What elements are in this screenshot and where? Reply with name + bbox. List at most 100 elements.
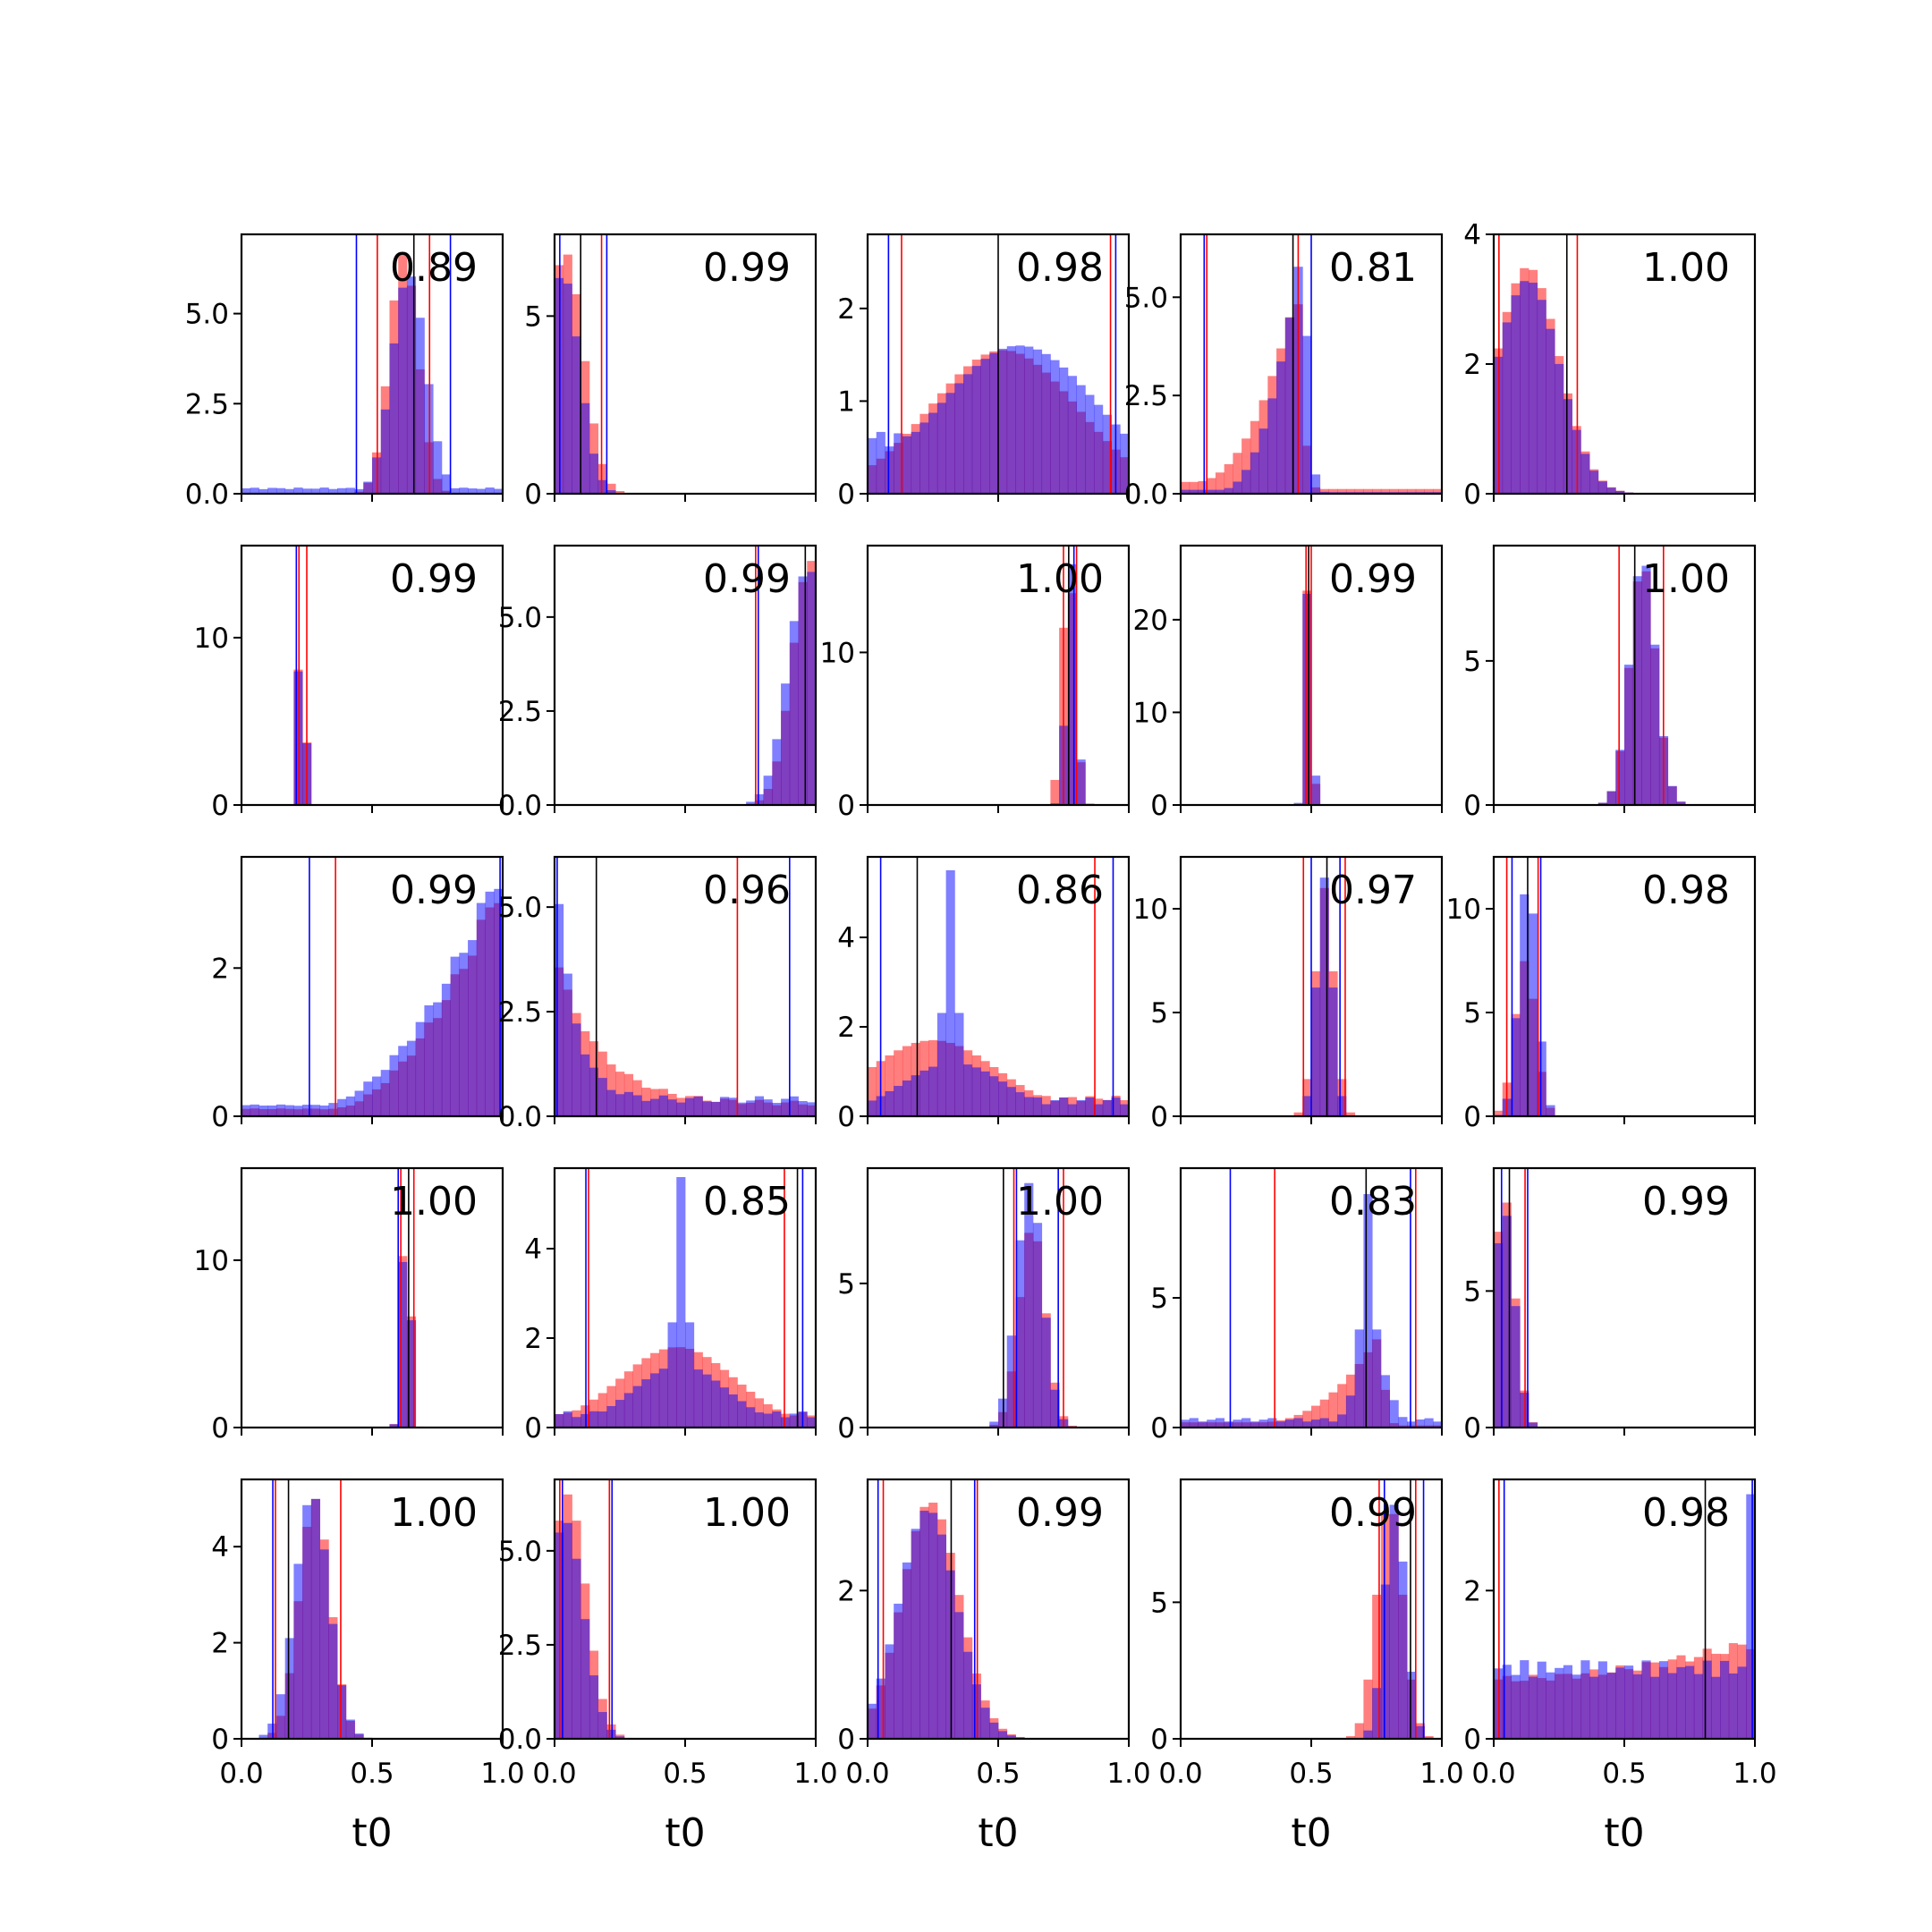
blue-hist-bar <box>876 1678 886 1739</box>
blue-hist-bar <box>1389 1504 1399 1739</box>
blue-hist-bar <box>772 1103 782 1116</box>
blue-hist-bar <box>267 487 277 494</box>
histogram-panel-12: 0.0 2.5 5.0 0.96 <box>498 855 818 1133</box>
blue-hist-bar <box>258 488 268 494</box>
blue-hist-bar <box>623 1393 633 1428</box>
blue-hist-bar <box>1597 1661 1607 1739</box>
red-hist-bar <box>1319 488 1329 494</box>
blue-hist-bar <box>1198 489 1208 494</box>
y-tick-label: 10 <box>1133 894 1168 926</box>
y-tick-label: 5.0 <box>185 299 229 331</box>
blue-hist-bar <box>1537 300 1546 494</box>
blue-hist-bar <box>1032 349 1043 494</box>
blue-hist-bar <box>789 621 799 805</box>
blue-hist-bar <box>328 488 338 494</box>
histogram-panel-8: 0 10 1.00 <box>820 544 1131 822</box>
red-hist-bar <box>1424 1736 1434 1739</box>
y-tick-label: 5 <box>1463 997 1481 1030</box>
blue-hist-bar <box>1319 1418 1329 1428</box>
blue-hist-bar <box>1059 367 1069 494</box>
x-axis-label: t0 <box>1291 1810 1331 1856</box>
blue-hist-bar <box>485 891 495 1116</box>
y-tick-label: 2 <box>837 1012 855 1044</box>
red-hist-bar <box>1302 1411 1312 1428</box>
plot-area <box>1337 1479 1442 1739</box>
histogram-panel-23: 0 2 0.0 0.5 1.0 0.99 t0 <box>837 1478 1151 1856</box>
y-tick-label: 5 <box>524 301 542 333</box>
blue-hist-bar <box>1511 295 1521 494</box>
histogram-panel-2: 050.99 <box>524 233 818 511</box>
y-tick-label: 5.0 <box>498 892 542 924</box>
red-hist-bar <box>1215 472 1225 494</box>
red-hist-bar <box>1345 488 1356 494</box>
x-tick-label: 1.0 <box>480 1758 524 1790</box>
blue-hist-bar <box>667 1322 677 1428</box>
blue-hist-bar <box>389 1424 399 1428</box>
y-tick-label: 2.5 <box>1124 380 1168 412</box>
blue-hist-bar <box>1546 1105 1555 1116</box>
blue-hist-bar <box>1641 1660 1651 1739</box>
blue-hist-bar <box>623 1091 633 1116</box>
blue-hist-bar <box>963 1064 973 1116</box>
blue-hist-bar <box>1520 894 1530 1116</box>
blue-hist-bar <box>936 1534 946 1739</box>
red-hist-bar <box>1415 488 1425 494</box>
plot-area <box>1284 857 1364 1116</box>
panel-score-label: 0.99 <box>390 556 478 602</box>
blue-hist-bar <box>345 1096 355 1116</box>
blue-hist-bar <box>928 412 938 494</box>
blue-hist-bar <box>693 1369 703 1428</box>
red-hist-bar <box>1337 1384 1347 1428</box>
blue-hist-bar <box>406 276 417 494</box>
blue-hist-bar <box>468 940 478 1116</box>
y-tick-label: 5 <box>837 1268 855 1301</box>
blue-hist-bar <box>737 1401 747 1428</box>
y-tick-label: 10 <box>194 1245 229 1277</box>
blue-hist-bar <box>807 572 816 805</box>
blue-hist-bar <box>597 1712 607 1739</box>
panel-score-label: 0.99 <box>1329 1490 1417 1536</box>
histogram-panel-15: 0 5 10 0.98 <box>1446 855 1757 1133</box>
red-hist-bar <box>1345 1112 1356 1116</box>
y-tick-label: 2 <box>211 953 229 985</box>
red-hist-bar <box>894 1050 903 1116</box>
blue-hist-bar <box>1215 489 1225 494</box>
x-tick-label: 0.5 <box>350 1758 394 1790</box>
blue-hist-bar <box>572 336 581 494</box>
blue-hist-bar <box>1615 1667 1625 1739</box>
y-tick-label: 5.0 <box>498 602 542 634</box>
blue-hist-bar <box>876 431 886 494</box>
blue-hist-bar <box>1546 328 1555 494</box>
blue-hist-bar <box>632 1385 642 1428</box>
blue-hist-bar <box>563 1411 572 1428</box>
blue-hist-bar <box>1494 1242 1504 1428</box>
blue-hist-bar <box>919 1070 929 1116</box>
blue-hist-bar <box>1250 1421 1259 1428</box>
y-tick-label: 0.0 <box>498 790 542 822</box>
blue-hist-bar <box>258 1734 268 1739</box>
blue-hist-bar <box>1537 1041 1546 1116</box>
blue-hist-bar <box>267 1105 277 1116</box>
red-hist-bar <box>1319 1399 1329 1428</box>
blue-hist-bar <box>1624 1665 1634 1739</box>
blue-hist-bar <box>754 794 764 805</box>
blue-hist-bar <box>719 1387 730 1428</box>
red-hist-bar <box>1380 488 1390 494</box>
blue-hist-bar <box>1589 1676 1599 1739</box>
y-tick-label: 5 <box>1463 1275 1481 1308</box>
y-tick-label: 0 <box>211 1101 229 1133</box>
blue-hist-bar <box>894 1603 903 1739</box>
blue-hist-bar <box>1006 1335 1016 1428</box>
red-hist-bar <box>885 1055 894 1116</box>
blue-hist-bar <box>337 487 347 494</box>
y-tick-label: 0 <box>837 1724 855 1756</box>
y-tick-label: 0 <box>1150 1724 1168 1756</box>
blue-hist-bar <box>328 1103 338 1116</box>
blue-hist-bar <box>345 1719 355 1739</box>
y-tick-label: 2 <box>837 1575 855 1607</box>
y-tick-label: 0 <box>211 790 229 822</box>
red-hist-bar <box>1372 1594 1382 1739</box>
panel-score-label: 0.85 <box>703 1179 791 1224</box>
blue-hist-bar <box>789 1096 799 1116</box>
